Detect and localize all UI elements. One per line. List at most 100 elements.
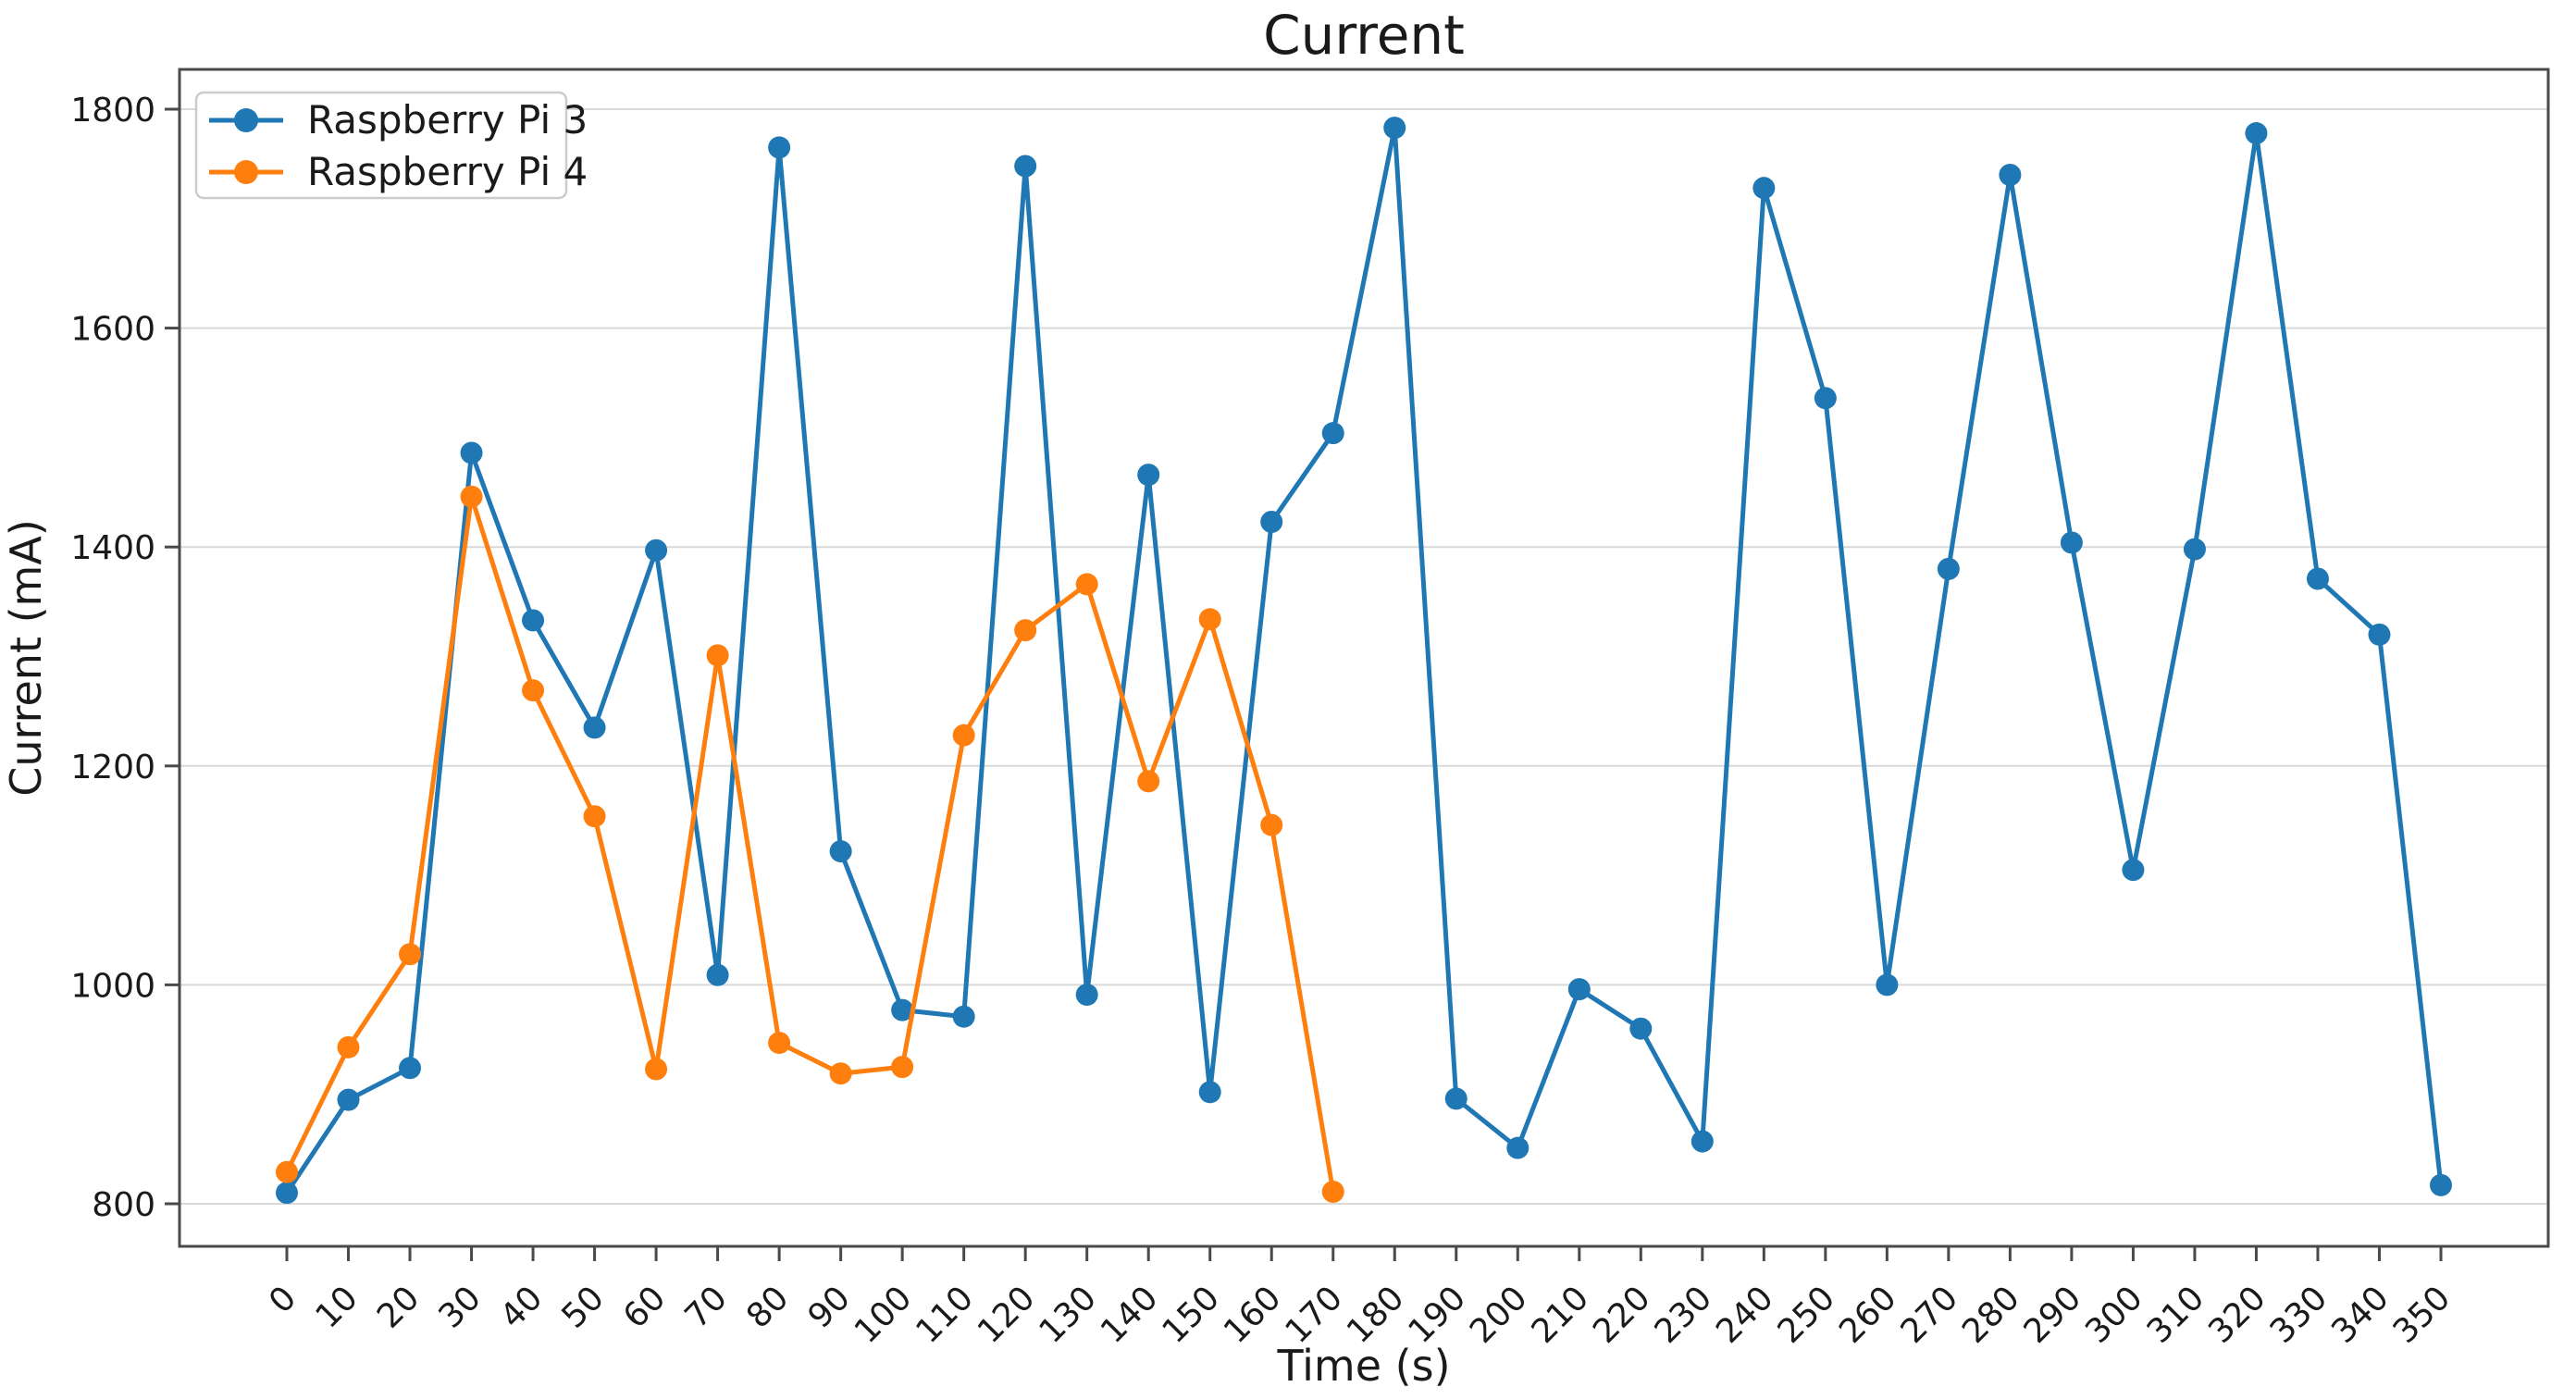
data-point (891, 1056, 914, 1079)
data-point (1198, 1081, 1221, 1104)
x-tick-label: 50 (555, 1279, 612, 1335)
data-point (1260, 510, 1283, 533)
y-axis-label: Current (mA) (1, 519, 51, 797)
data-point (1999, 163, 2022, 186)
x-tick-label: 270 (1894, 1279, 1966, 1351)
data-point (1321, 1180, 1344, 1203)
y-tick-label: 800 (92, 1186, 155, 1224)
legend-entry-pi4: Raspberry Pi 4 (209, 149, 588, 194)
data-point (952, 1005, 975, 1028)
data-point (1321, 422, 1344, 445)
plot-border (178, 68, 2550, 1248)
series-line-raspberry-pi-3 (284, 125, 2444, 1195)
data-point (337, 1088, 360, 1111)
series-line-raspberry-pi-4 (284, 494, 1336, 1195)
data-point (1075, 984, 1098, 1007)
x-tick-label: 330 (2263, 1279, 2335, 1351)
x-tick-label: 200 (1463, 1279, 1535, 1351)
data-point (706, 644, 729, 667)
axes-spines-layer (178, 68, 2550, 1248)
legend-marker-pi4 (234, 160, 258, 184)
x-tick-label: 280 (1955, 1279, 2027, 1351)
legend-box (194, 91, 568, 200)
data-point (276, 1182, 298, 1205)
data-point (706, 963, 729, 986)
data-point (2429, 1173, 2452, 1196)
data-point (1876, 973, 1899, 997)
data-point (829, 1062, 852, 1085)
chart-title: Current (1263, 4, 1465, 67)
legend-label-pi4: Raspberry Pi 4 (307, 149, 588, 194)
data-point (1814, 387, 1837, 410)
data-point (522, 609, 545, 632)
data-point (1506, 1136, 1530, 1159)
data-point (1690, 1130, 1714, 1153)
x-tick-label: 230 (1648, 1279, 1720, 1351)
legend: Raspberry Pi 3 Raspberry Pi 4 (194, 91, 588, 200)
data-point (1444, 1087, 1468, 1110)
x-tick-label: 300 (2078, 1279, 2150, 1351)
x-tick-label: 250 (1771, 1279, 1843, 1351)
data-point (2122, 859, 2145, 882)
data-point (768, 136, 791, 159)
legend-marker-pi3 (234, 108, 258, 132)
data-point (1075, 573, 1098, 596)
x-tick-label: 20 (370, 1279, 427, 1335)
data-point (1137, 770, 1160, 793)
y-tick-label: 1600 (70, 311, 155, 349)
data-point (829, 840, 852, 863)
y-tick-label: 1400 (70, 529, 155, 567)
x-tick-label: 220 (1586, 1279, 1658, 1351)
data-point (460, 485, 483, 508)
data-point (1014, 619, 1037, 642)
x-tick-label: 0 (262, 1279, 303, 1320)
x-tick-label: 30 (432, 1279, 489, 1335)
data-point (460, 441, 483, 464)
legend-label-pi3: Raspberry Pi 3 (307, 97, 588, 142)
x-tick-label: 60 (616, 1279, 673, 1335)
x-tick-label: 320 (2201, 1279, 2273, 1351)
data-point (645, 539, 668, 562)
x-tick-label: 150 (1155, 1279, 1227, 1351)
data-point (1383, 117, 1406, 140)
y-tick-label: 1000 (70, 967, 155, 1005)
data-point (522, 679, 545, 702)
data-point (583, 716, 606, 739)
x-tick-label: 260 (1832, 1279, 1904, 1351)
x-axis-label: Time (s) (1276, 1341, 1450, 1391)
data-point (399, 1057, 422, 1080)
data-point (2306, 567, 2329, 590)
data-point (337, 1035, 360, 1059)
data-point (2183, 538, 2206, 561)
data-point (2060, 531, 2083, 554)
x-tick-label: 110 (909, 1279, 981, 1351)
data-point (1014, 155, 1037, 178)
x-tick-label: 290 (2017, 1279, 2089, 1351)
gridlines-layer (180, 108, 2548, 1205)
y-tick-label: 1800 (70, 92, 155, 130)
x-tick-label: 310 (2140, 1279, 2212, 1351)
x-tick-label: 70 (678, 1279, 735, 1335)
data-point (583, 805, 606, 828)
x-tick-label: 340 (2324, 1279, 2396, 1351)
x-tick-label: 90 (801, 1279, 858, 1335)
data-point (1752, 177, 1776, 200)
data-point (1567, 978, 1591, 1001)
x-tick-label: 100 (848, 1279, 920, 1351)
ticks-layer: 800 1000 1200 1400 1600 1800 0 10 20 30 40 50 60 70 80… (70, 92, 2458, 1351)
x-tick-label: 130 (1032, 1279, 1104, 1351)
data-point (1198, 608, 1221, 631)
x-tick-label: 80 (739, 1279, 796, 1335)
x-tick-label: 240 (1709, 1279, 1781, 1351)
data-point (399, 943, 422, 966)
data-point (645, 1058, 668, 1081)
series-layer (276, 117, 2452, 1205)
data-point (768, 1032, 791, 1055)
data-point (1260, 813, 1283, 836)
x-tick-label: 10 (308, 1279, 365, 1335)
y-tick-label: 1200 (70, 749, 155, 786)
data-point (1137, 464, 1160, 487)
data-point (276, 1160, 298, 1183)
